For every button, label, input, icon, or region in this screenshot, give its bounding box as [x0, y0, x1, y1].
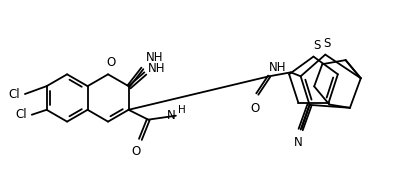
Text: O: O	[251, 102, 260, 115]
Text: O: O	[132, 145, 141, 158]
Text: N: N	[294, 136, 303, 149]
Text: N: N	[167, 109, 176, 122]
Text: NH: NH	[148, 62, 166, 75]
Text: S: S	[313, 39, 320, 52]
Text: NH: NH	[268, 61, 286, 74]
Text: H: H	[178, 105, 186, 115]
Text: Cl: Cl	[15, 108, 27, 121]
Text: O: O	[106, 56, 116, 69]
Text: NH: NH	[146, 51, 164, 65]
Text: Cl: Cl	[8, 88, 20, 101]
Text: S: S	[323, 37, 331, 50]
